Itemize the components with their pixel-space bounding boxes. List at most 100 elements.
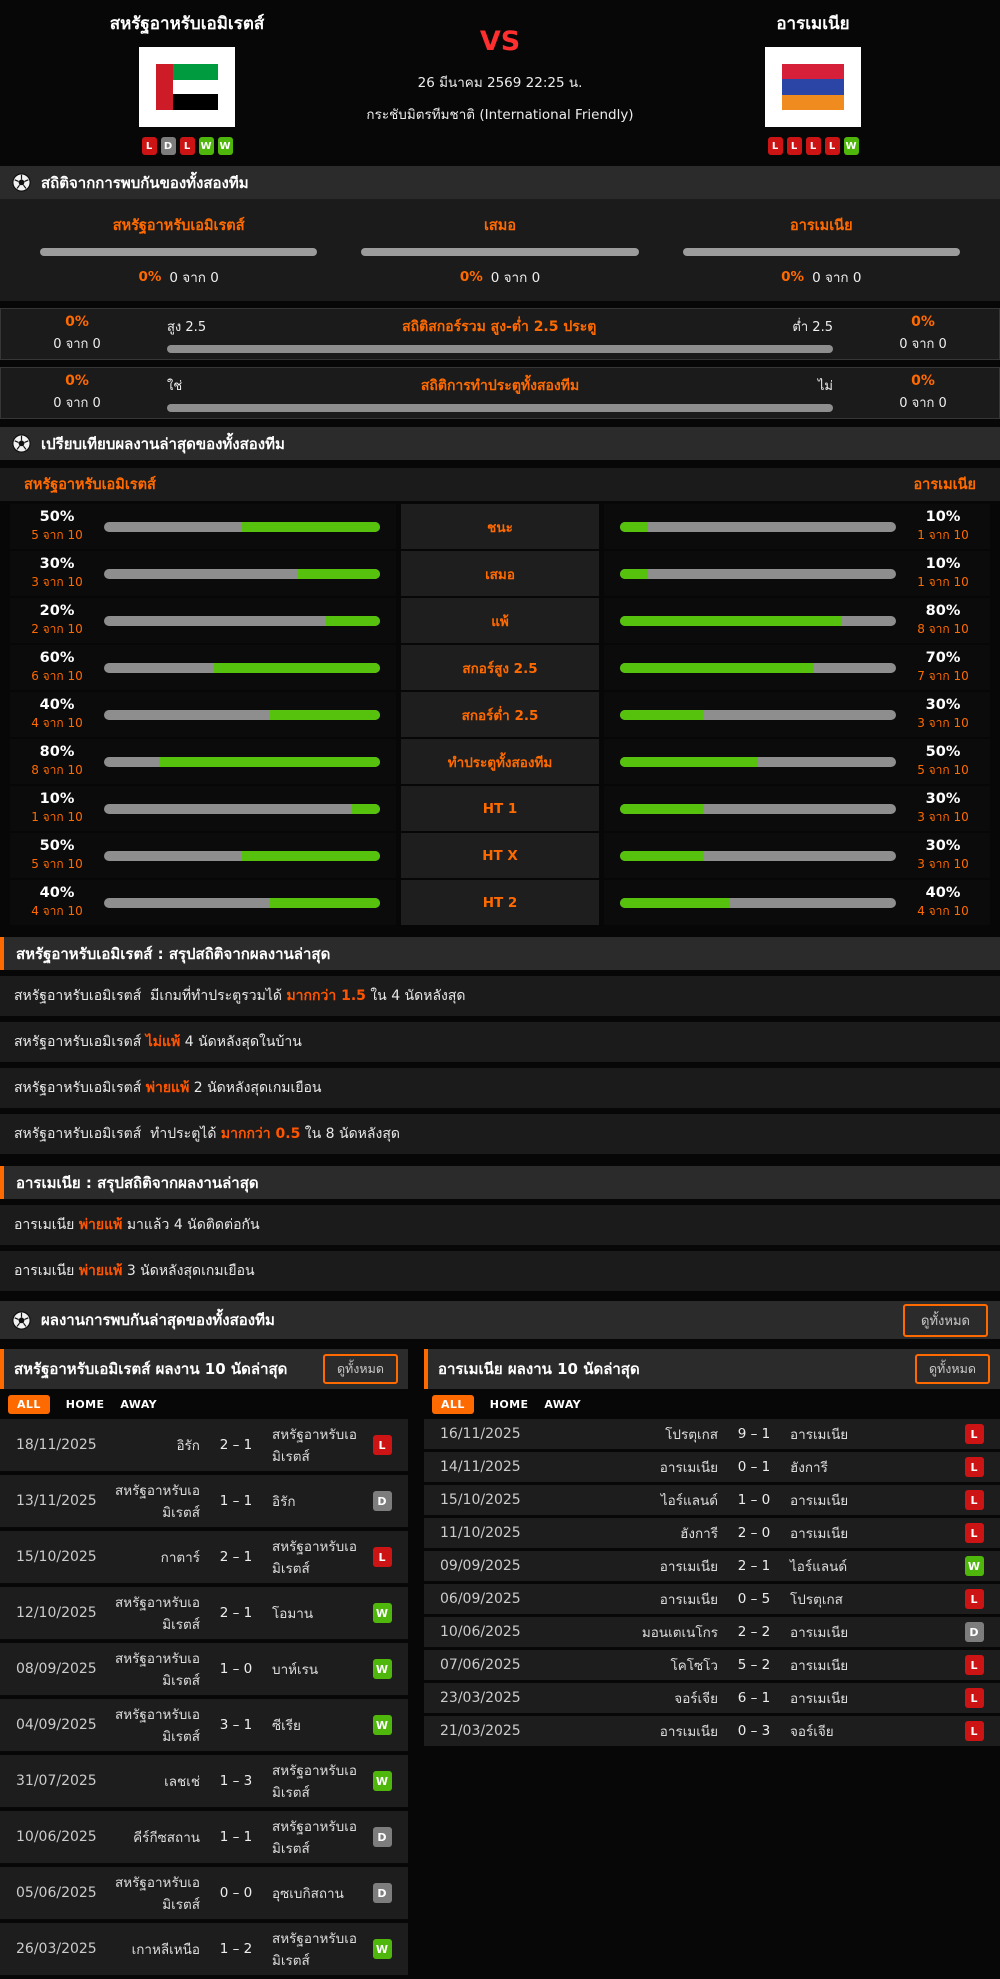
h2h-count: 0 จาก 0 bbox=[169, 270, 219, 286]
match-date: 08/09/2025 bbox=[16, 1661, 97, 1677]
away-count: 3 จาก 10 bbox=[917, 715, 969, 730]
result-badge-l: L bbox=[964, 1490, 984, 1510]
view-all-button[interactable]: ดูทั้งหมด bbox=[322, 1354, 398, 1384]
summary-text-post: 4 นัดหลังสุดในบ้าน bbox=[180, 1034, 302, 1050]
h2h-percent: 0% bbox=[781, 269, 805, 285]
home-side: 50% 5 จาก 10 bbox=[10, 504, 396, 549]
home-bar bbox=[104, 756, 380, 767]
home-flag bbox=[139, 47, 235, 127]
match-home-team: จอร์เจีย bbox=[674, 1691, 718, 1707]
match-result: W bbox=[364, 1603, 400, 1623]
stat-title: สถิติสกอร์รวม สูง-ต่ำ 2.5 ประตู bbox=[402, 318, 597, 335]
match-away-team: อุซเบกิสถาน bbox=[272, 1886, 344, 1902]
match-row: 11/10/2025 ฮังการี 2 – 0 อารเมเนีย L bbox=[424, 1518, 1000, 1548]
match-row: 07/06/2025 โคโซโว 5 – 2 อารเมเนีย L bbox=[424, 1650, 1000, 1680]
match-score: 2 – 1 bbox=[737, 1558, 771, 1574]
view-all-button[interactable]: ดูทั้งหมด bbox=[914, 1354, 990, 1384]
comparison-label: ทำประตูทั้งสองทีม bbox=[401, 739, 599, 784]
comparison-section-header: เปรียบเทียบผลงานล่าสุดของทั้งสองทีม bbox=[0, 427, 1000, 460]
result-badge-w: W bbox=[372, 1771, 392, 1791]
match-date: 13/11/2025 bbox=[16, 1493, 97, 1509]
form-badge-d: D bbox=[160, 137, 176, 155]
home-side: 80% 8 จาก 10 bbox=[10, 739, 396, 784]
away-stat: 10% 1 จาก 10 bbox=[912, 556, 974, 592]
result-badge-l: L bbox=[964, 1424, 984, 1444]
results-table-header: อารเมเนีย ผลงาน 10 นัดล่าสุด ดูทั้งหมด bbox=[424, 1349, 1000, 1389]
match-datetime: 26 มีนาคม 2569 22:25 น. bbox=[417, 75, 583, 91]
stat-middle: สูง 2.5 สถิติสกอร์รวม สูง-ต่ำ 2.5 ประตู ต่… bbox=[141, 316, 859, 353]
away-count: 1 จาก 10 bbox=[917, 574, 969, 589]
away-percent: 10% bbox=[925, 555, 961, 572]
home-count: 5 จาก 10 bbox=[31, 527, 83, 542]
match-date: 06/09/2025 bbox=[440, 1591, 521, 1607]
result-badge-l: L bbox=[372, 1547, 392, 1567]
results-table-title: อารเมเนีย ผลงาน 10 นัดล่าสุด bbox=[438, 1360, 640, 1378]
tab-all[interactable]: ALL bbox=[432, 1394, 474, 1414]
match-result: L bbox=[956, 1589, 992, 1609]
match-row: 09/09/2025 อารเมเนีย 2 – 1 ไอร์แลนด์ W bbox=[424, 1551, 1000, 1581]
match-result: W bbox=[364, 1771, 400, 1791]
home-percent: 50% bbox=[39, 837, 75, 854]
away-team-name: อารเมเนีย bbox=[776, 14, 850, 34]
home-stat: 60% 6 จาก 10 bbox=[26, 650, 88, 686]
away-percent: 30% bbox=[925, 790, 961, 807]
tab-away[interactable]: AWAY bbox=[544, 1395, 581, 1414]
away-stat: 50% 5 จาก 10 bbox=[912, 744, 974, 780]
tab-home[interactable]: HOME bbox=[66, 1395, 105, 1414]
away-stat: 30% 3 จาก 10 bbox=[912, 838, 974, 874]
result-badge-d: D bbox=[372, 1491, 392, 1511]
home-bar bbox=[104, 897, 380, 908]
away-side: 10% 1 จาก 10 bbox=[604, 504, 990, 549]
match-row: 05/06/2025 สหรัฐอาหรับเอมิเรตส์ 0 – 0 อุซเบ… bbox=[0, 1867, 408, 1919]
match-row: 31/07/2025 เลชเช่ 1 – 3 สหรัฐอาหรับเอมิเรตส… bbox=[0, 1755, 408, 1807]
result-badge-l: L bbox=[964, 1688, 984, 1708]
home-bar-fill bbox=[324, 615, 380, 626]
away-percent: 40% bbox=[925, 884, 961, 901]
summary-title: สหรัฐอาหรับเอมิเรตส์ : สรุปสถิติจากผลงาน… bbox=[16, 944, 331, 963]
result-badge-l: L bbox=[372, 1435, 392, 1455]
match-away-team: อารเมเนีย bbox=[790, 1526, 849, 1542]
summary-text-pre: อารเมเนีย bbox=[14, 1263, 79, 1279]
summary-text-pre: สหรัฐอาหรับเอมิเรตส์ bbox=[14, 1034, 146, 1050]
right-stat: 0% 0 จาก 0 bbox=[859, 373, 987, 413]
match-away-team: อารเมเนีย bbox=[790, 1658, 849, 1674]
home-stat: 10% 1 จาก 10 bbox=[26, 791, 88, 827]
results-tabs: ALL HOME AWAY bbox=[0, 1389, 408, 1419]
h2h-percent: 0% bbox=[138, 269, 162, 285]
match-score: 0 – 1 bbox=[737, 1459, 771, 1475]
away-side: 40% 4 จาก 10 bbox=[604, 880, 990, 925]
vs-label: VS bbox=[479, 26, 521, 57]
away-percent: 10% bbox=[925, 508, 961, 525]
view-all-button[interactable]: ดูทั้งหมด bbox=[903, 1303, 988, 1337]
match-row: 06/09/2025 อารเมเนีย 0 – 5 โปรตุเกส L bbox=[424, 1584, 1000, 1614]
summary-text-pre: สหรัฐอาหรับเอมิเรตส์ มีเกมที่ทำประตูรวมไ… bbox=[14, 988, 287, 1004]
match-away-team: อารเมเนีย bbox=[790, 1691, 849, 1707]
away-bar bbox=[620, 662, 896, 673]
match-score: 0 – 3 bbox=[737, 1723, 771, 1739]
summary-item: สหรัฐอาหรับเอมิเรตส์ ทำประตูได้ มากกว่า … bbox=[0, 1114, 1000, 1154]
result-badge-w: W bbox=[372, 1603, 392, 1623]
match-home-team: สหรัฐอาหรับเอมิเรตส์ bbox=[115, 1595, 200, 1633]
summary-highlight: มากกว่า 0.5 bbox=[220, 1126, 301, 1142]
home-side: 10% 1 จาก 10 bbox=[10, 786, 396, 831]
football-icon bbox=[12, 173, 31, 192]
summary-item: สหรัฐอาหรับเอมิเรตส์ มีเกมที่ทำประตูรวมไ… bbox=[0, 976, 1000, 1016]
match-result: L bbox=[956, 1655, 992, 1675]
match-result: D bbox=[364, 1491, 400, 1511]
tab-away[interactable]: AWAY bbox=[120, 1395, 157, 1414]
match-info: VS 26 มีนาคม 2569 22:25 น. กระชับมิตรทีม… bbox=[302, 10, 698, 166]
h2h-column: เสมอ 0% 0 จาก 0 bbox=[361, 214, 639, 288]
home-side: 40% 4 จาก 10 bbox=[10, 692, 396, 737]
tab-home[interactable]: HOME bbox=[490, 1395, 529, 1414]
home-side: 20% 2 จาก 10 bbox=[10, 598, 396, 643]
home-stat: 30% 3 จาก 10 bbox=[26, 556, 88, 592]
right-option-label: ต่ำ 2.5 bbox=[792, 320, 833, 335]
match-result: D bbox=[956, 1622, 992, 1642]
away-bar bbox=[620, 756, 896, 767]
tab-all[interactable]: ALL bbox=[8, 1394, 50, 1414]
home-count: 8 จาก 10 bbox=[31, 762, 83, 777]
match-row: 26/03/2025 เกาหลีเหนือ 1 – 2 สหรัฐอาหรับเอม… bbox=[0, 1923, 408, 1975]
home-bar-fill bbox=[269, 897, 380, 908]
away-bar bbox=[620, 521, 896, 532]
